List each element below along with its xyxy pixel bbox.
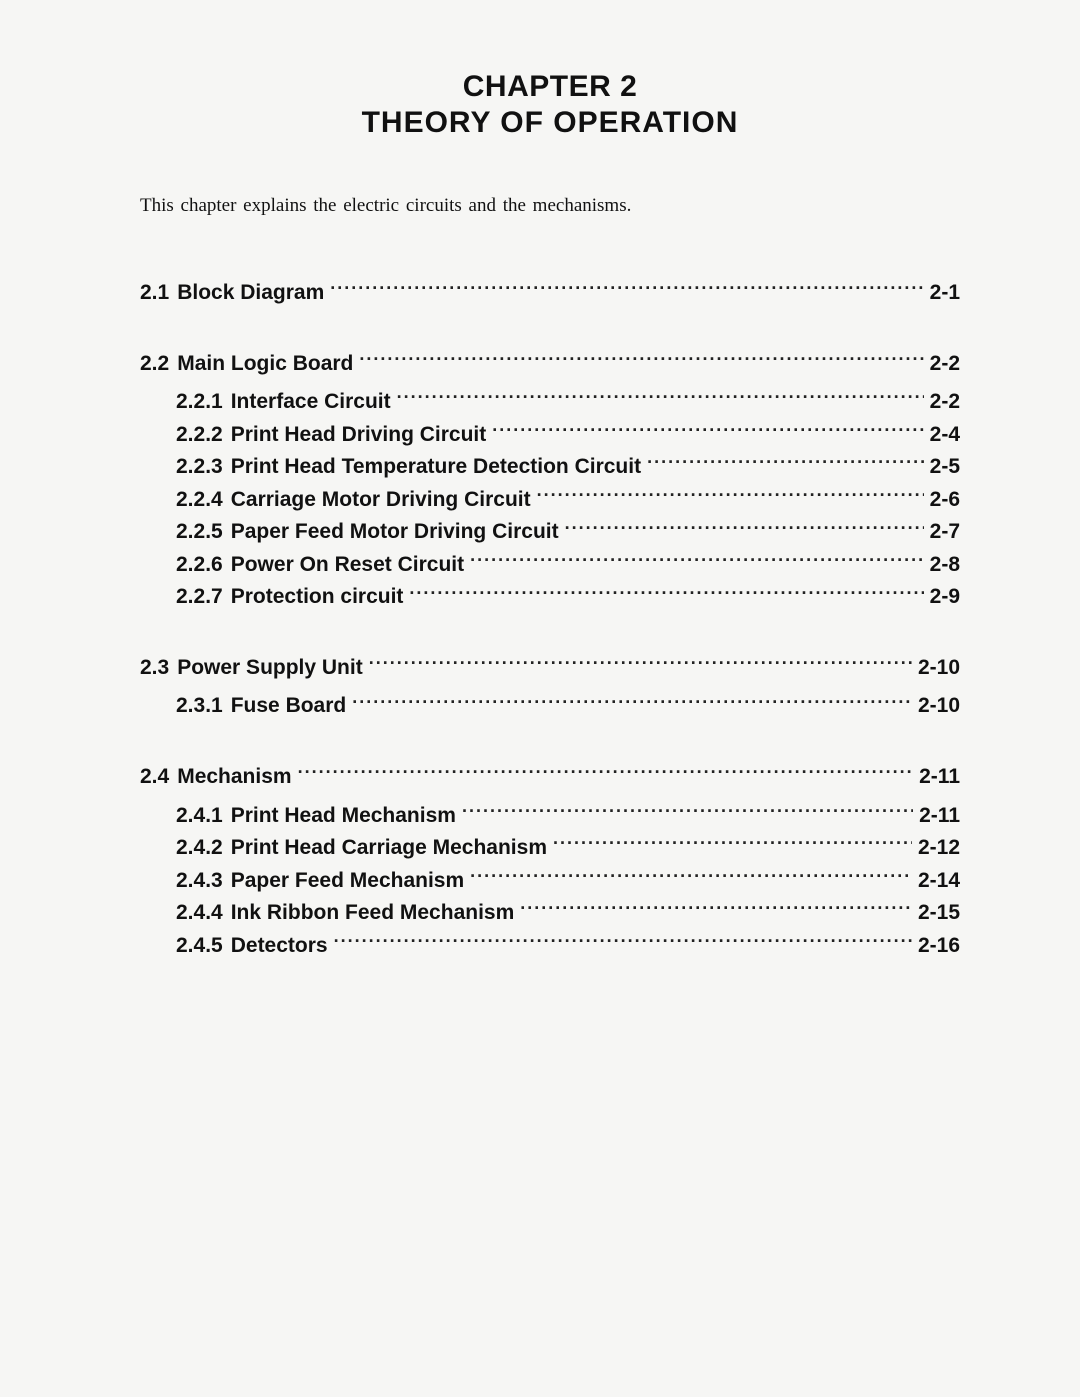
toc-entry-page: 2-12 [918, 832, 960, 865]
toc-entry-number: 2.2.6 [176, 549, 223, 582]
toc-section: 2.1 Block Diagram 2-1 [140, 277, 960, 310]
toc-section: 2.2 Main Logic Board 2-2 2.2.1 Interface… [140, 348, 960, 614]
toc-leader [369, 653, 912, 674]
toc-entry-title: Block Diagram [177, 277, 324, 310]
toc-leader [492, 420, 923, 441]
toc-entry-title: Print Head Driving Circuit [231, 419, 487, 452]
toc-entry-title: Main Logic Board [177, 348, 353, 381]
toc-section: 2.3 Power Supply Unit 2-10 2.3.1 Fuse Bo… [140, 652, 960, 723]
toc-entry-page: 2-2 [930, 386, 960, 419]
toc-subentry: 2.2.3 Print Head Temperature Detection C… [140, 451, 960, 484]
toc-leader [330, 278, 923, 299]
toc-entry-number: 2.4.5 [176, 930, 223, 963]
toc-leader [565, 517, 924, 538]
toc-leader [409, 582, 923, 603]
toc-entry-number: 2.2.5 [176, 516, 223, 549]
toc-entry-title: Print Head Carriage Mechanism [231, 832, 547, 865]
toc-leader [352, 691, 912, 712]
toc-leader [359, 349, 923, 370]
toc-entry-page: 2-10 [918, 652, 960, 685]
toc-leader [397, 387, 924, 408]
toc-subentry: 2.2.1 Interface Circuit 2-2 [140, 386, 960, 419]
toc-entry-number: 2.1 [140, 277, 169, 310]
toc-entry-number: 2.2.7 [176, 581, 223, 614]
toc-entry-number: 2.3.1 [176, 690, 223, 723]
toc-subentry: 2.4.4 Ink Ribbon Feed Mechanism 2-15 [140, 897, 960, 930]
toc-entry-number: 2.2.2 [176, 419, 223, 452]
toc-entry-number: 2.2 [140, 348, 169, 381]
page: CHAPTER 2 THEORY OF OPERATION This chapt… [0, 0, 1080, 1397]
toc-subentry: 2.4.5 Detectors 2-16 [140, 930, 960, 963]
toc-subentry: 2.2.6 Power On Reset Circuit 2-8 [140, 549, 960, 582]
toc-entry-title: Paper Feed Mechanism [231, 865, 464, 898]
toc-subentry: 2.4.2 Print Head Carriage Mechanism 2-12 [140, 832, 960, 865]
toc-entry-number: 2.2.4 [176, 484, 223, 517]
toc-entry-page: 2-11 [919, 761, 960, 794]
toc-leader [298, 762, 914, 783]
toc-entry-title: Print Head Mechanism [231, 800, 456, 833]
toc-subentries: 2.4.1 Print Head Mechanism 2-11 2.4.2 Pr… [140, 800, 960, 963]
toc-entry: 2.1 Block Diagram 2-1 [140, 277, 960, 310]
toc-leader [470, 866, 912, 887]
toc-leader [553, 833, 912, 854]
toc-leader [470, 550, 924, 571]
toc-entry-page: 2-16 [918, 930, 960, 963]
toc-subentry: 2.4.1 Print Head Mechanism 2-11 [140, 800, 960, 833]
toc-entry-page: 2-14 [918, 865, 960, 898]
toc-leader [537, 485, 924, 506]
toc-entry-number: 2.4.1 [176, 800, 223, 833]
toc-entry-title: Carriage Motor Driving Circuit [231, 484, 531, 517]
toc-entry-title: Mechanism [177, 761, 291, 794]
toc-entry-number: 2.2.1 [176, 386, 223, 419]
chapter-intro: This chapter explains the electric circu… [140, 195, 960, 217]
toc-entry-number: 2.3 [140, 652, 169, 685]
chapter-header: CHAPTER 2 THEORY OF OPERATION [140, 70, 960, 140]
toc-entry: 2.4 Mechanism 2-11 [140, 761, 960, 794]
chapter-title: THEORY OF OPERATION [140, 106, 960, 140]
toc-entry-title: Ink Ribbon Feed Mechanism [231, 897, 515, 930]
toc-leader [520, 898, 912, 919]
toc-entry-title: Power On Reset Circuit [231, 549, 464, 582]
toc-entry-page: 2-4 [930, 419, 960, 452]
toc-entry-title: Detectors [231, 930, 328, 963]
toc-entry-title: Power Supply Unit [177, 652, 363, 685]
toc-entry-number: 2.4.3 [176, 865, 223, 898]
toc-subentry: 2.2.2 Print Head Driving Circuit 2-4 [140, 419, 960, 452]
toc-leader [647, 452, 924, 473]
toc-entry-title: Fuse Board [231, 690, 347, 723]
toc-entry-page: 2-6 [930, 484, 960, 517]
toc-subentry: 2.2.5 Paper Feed Motor Driving Circuit 2… [140, 516, 960, 549]
toc-entry-page: 2-11 [919, 800, 960, 833]
chapter-number: CHAPTER 2 [140, 70, 960, 104]
toc-leader [462, 801, 913, 822]
toc-entry-page: 2-8 [930, 549, 960, 582]
toc-entry-page: 2-15 [918, 897, 960, 930]
toc-entry-page: 2-10 [918, 690, 960, 723]
toc-entry-title: Print Head Temperature Detection Circuit [231, 451, 641, 484]
toc-entry-title: Interface Circuit [231, 386, 391, 419]
toc-section: 2.4 Mechanism 2-11 2.4.1 Print Head Mech… [140, 761, 960, 962]
toc-entry: 2.2 Main Logic Board 2-2 [140, 348, 960, 381]
toc-subentries: 2.2.1 Interface Circuit 2-2 2.2.2 Print … [140, 386, 960, 614]
toc-entry-title: Protection circuit [231, 581, 404, 614]
toc-subentry: 2.4.3 Paper Feed Mechanism 2-14 [140, 865, 960, 898]
toc-entry-page: 2-9 [930, 581, 960, 614]
toc-entry-page: 2-2 [930, 348, 960, 381]
toc-subentry: 2.2.4 Carriage Motor Driving Circuit 2-6 [140, 484, 960, 517]
toc-leader [334, 931, 912, 952]
toc-entry: 2.3 Power Supply Unit 2-10 [140, 652, 960, 685]
toc-entry-page: 2-5 [930, 451, 960, 484]
toc-entry-page: 2-1 [930, 277, 960, 310]
toc-subentries: 2.3.1 Fuse Board 2-10 [140, 690, 960, 723]
toc-entry-number: 2.2.3 [176, 451, 223, 484]
toc-entry-number: 2.4 [140, 761, 169, 794]
toc-entry-title: Paper Feed Motor Driving Circuit [231, 516, 559, 549]
toc-subentry: 2.2.7 Protection circuit 2-9 [140, 581, 960, 614]
toc-subentry: 2.3.1 Fuse Board 2-10 [140, 690, 960, 723]
toc-entry-page: 2-7 [930, 516, 960, 549]
toc-entry-number: 2.4.4 [176, 897, 223, 930]
toc-entry-number: 2.4.2 [176, 832, 223, 865]
